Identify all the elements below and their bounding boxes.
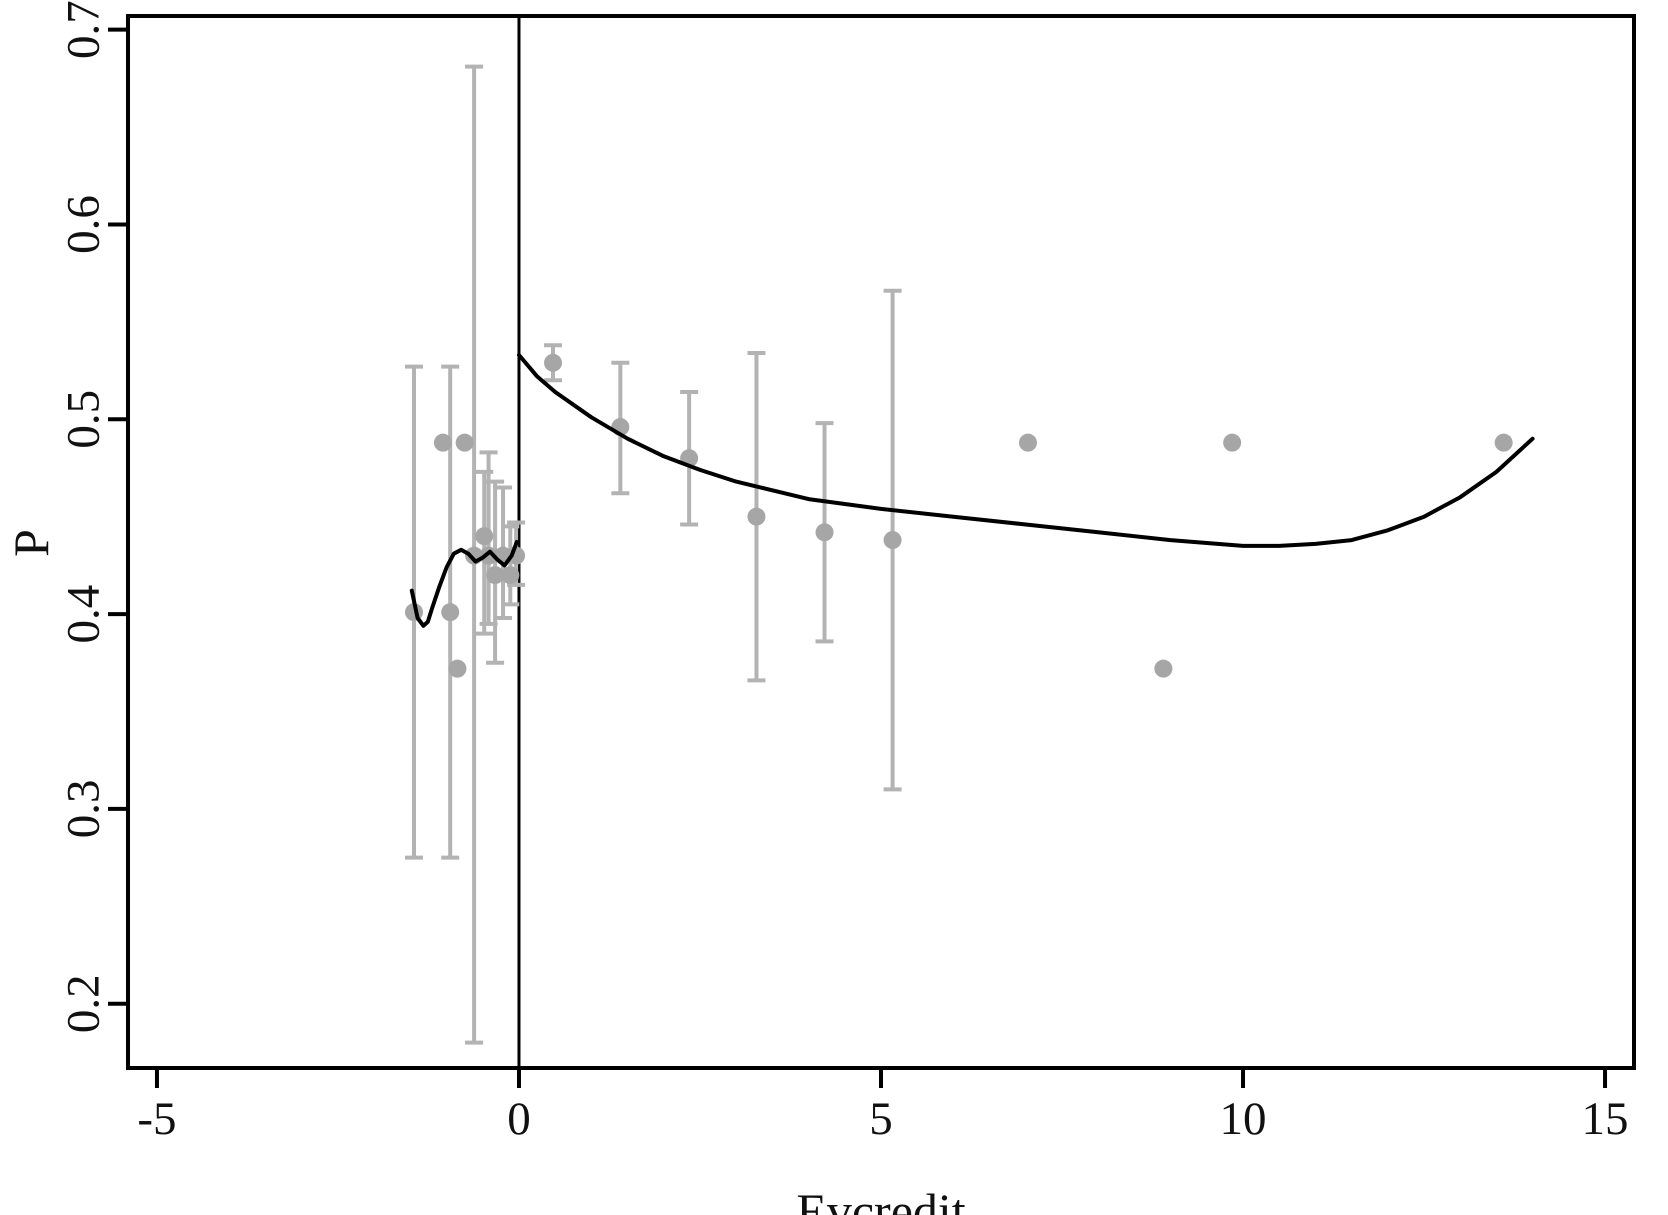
data-point [815,523,834,542]
data-point [441,603,460,622]
y-axis: 0.2 0.3 0.4 0.5 0.6 0.7 [57,0,128,1033]
data-point [1494,433,1513,452]
data-point [501,566,520,585]
y-axis-title: P [3,529,59,557]
data-point [479,546,498,565]
y-tick-label: 0.3 [57,780,109,839]
x-tick-label: 5 [869,1093,893,1145]
y-tick-label: 0.6 [57,195,109,254]
data-point [883,531,902,550]
data-point [433,433,452,452]
data-point [455,433,474,452]
x-tick-label: 15 [1582,1093,1629,1145]
x-axis: -5 0 5 10 15 [137,1068,1629,1145]
data-point [544,353,563,372]
x-tick-label: 0 [507,1093,531,1145]
x-tick-label: 10 [1220,1093,1267,1145]
y-tick-label: 0.5 [57,390,109,449]
plot-frame [126,14,1636,1070]
data-point [1018,433,1037,452]
data-point [486,566,505,585]
data-point [1223,433,1242,452]
data-point [747,507,766,526]
fit-left-line [409,540,519,628]
data-points [404,353,1513,678]
y-tick-label: 0.7 [57,0,109,59]
data-point [1154,659,1173,678]
data-point [475,527,494,546]
data-point [448,659,467,678]
y-tick-label: 0.2 [57,974,109,1033]
x-axis-title: Evcredit [796,1183,965,1215]
y-tick-label: 0.4 [57,585,109,644]
x-tick-label: -5 [137,1093,176,1145]
fit-right-line [517,353,1535,548]
fit-lines [409,353,1535,628]
